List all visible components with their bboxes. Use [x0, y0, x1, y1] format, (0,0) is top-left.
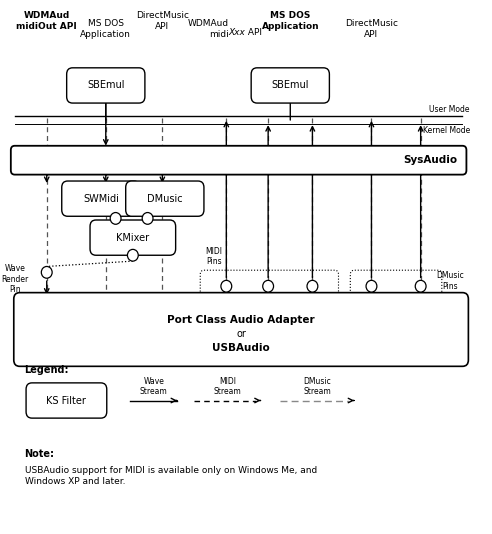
FancyBboxPatch shape	[62, 181, 140, 216]
FancyBboxPatch shape	[14, 293, 468, 366]
Text: Wave
Stream: Wave Stream	[140, 377, 168, 396]
Text: USBAudio: USBAudio	[212, 343, 270, 353]
Text: Kernel Mode: Kernel Mode	[423, 126, 470, 135]
Text: MIDI
Pins: MIDI Pins	[206, 247, 222, 266]
Circle shape	[366, 280, 377, 292]
FancyBboxPatch shape	[11, 146, 466, 175]
Text: DirectMusic
API: DirectMusic API	[136, 11, 189, 31]
Text: MIDI
Stream: MIDI Stream	[214, 377, 242, 396]
FancyBboxPatch shape	[26, 383, 107, 418]
Text: Wave
Render
Pin: Wave Render Pin	[1, 264, 29, 294]
Circle shape	[415, 280, 426, 292]
Text: DMusic
Pins: DMusic Pins	[436, 271, 464, 290]
Text: SWMidi: SWMidi	[83, 194, 119, 203]
Circle shape	[41, 266, 52, 278]
Circle shape	[142, 213, 153, 224]
Text: Port Class Audio Adapter: Port Class Audio Adapter	[167, 316, 315, 325]
Text: KS Filter: KS Filter	[46, 396, 87, 405]
Text: Note:: Note:	[25, 449, 55, 459]
Text: USBAudio support for MIDI is available only on Windows Me, and
Windows XP and la: USBAudio support for MIDI is available o…	[25, 466, 317, 486]
Circle shape	[127, 249, 138, 261]
Text: SysAudio: SysAudio	[403, 155, 458, 165]
FancyBboxPatch shape	[67, 68, 145, 103]
Text: SBEmul: SBEmul	[87, 81, 124, 90]
Text: User Mode: User Mode	[430, 105, 470, 114]
Text: DMusic: DMusic	[147, 194, 183, 203]
Text: MS DOS
Application: MS DOS Application	[261, 11, 319, 31]
Text: DMusic
Stream: DMusic Stream	[304, 377, 331, 396]
FancyBboxPatch shape	[251, 68, 330, 103]
FancyBboxPatch shape	[126, 181, 204, 216]
Circle shape	[263, 280, 274, 292]
Text: DirectMusic
API: DirectMusic API	[345, 19, 398, 39]
FancyBboxPatch shape	[90, 220, 176, 255]
Text: Xxx: Xxx	[229, 28, 246, 37]
Circle shape	[221, 280, 232, 292]
Circle shape	[110, 213, 121, 224]
Text: SBEmul: SBEmul	[272, 81, 309, 90]
Text: MS DOS
Application: MS DOS Application	[80, 19, 131, 39]
Text: WDMAud
midi: WDMAud midi	[187, 19, 229, 39]
Text: Legend:: Legend:	[25, 365, 69, 375]
Text: KMixer: KMixer	[116, 233, 150, 242]
Text: or: or	[236, 329, 246, 339]
Text: WDMAud
midiOut API: WDMAud midiOut API	[16, 11, 77, 31]
Circle shape	[307, 280, 318, 292]
Text: API: API	[245, 28, 262, 37]
